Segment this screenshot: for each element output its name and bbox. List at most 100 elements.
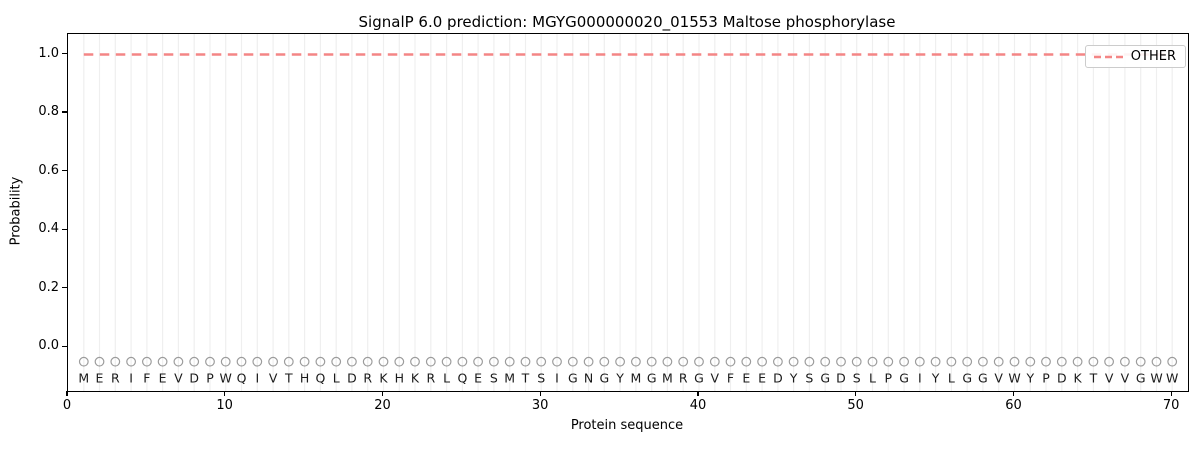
residue-letter: N <box>584 371 593 386</box>
residue-letter: P <box>1042 371 1050 386</box>
residue-marker <box>1072 356 1083 367</box>
residue-marker <box>757 356 767 367</box>
residue-marker <box>141 356 152 367</box>
residue-marker <box>173 356 184 367</box>
residue-marker <box>489 356 499 367</box>
residue-marker <box>836 356 846 367</box>
residue-marker <box>883 356 894 367</box>
y-tick-label: 0.6 <box>38 162 59 178</box>
residue-letter: E <box>96 371 104 386</box>
residue-marker <box>347 356 357 367</box>
residue-letter: S <box>537 371 545 386</box>
x-tick <box>66 391 68 396</box>
x-tick-label: 60 <box>1005 398 1022 413</box>
residue-letter: Y <box>615 371 624 386</box>
residue-marker <box>283 356 294 367</box>
residue-marker <box>1151 356 1162 367</box>
residue-marker <box>331 356 342 367</box>
residue-marker <box>788 356 799 367</box>
residue-letter: R <box>111 371 120 386</box>
residue-letter: G <box>899 371 909 386</box>
legend-other-line-sample <box>1093 55 1124 58</box>
residue-letter: V <box>1121 371 1130 386</box>
residue-letter: R <box>363 371 372 386</box>
chart-title: SignalP 6.0 prediction: MGYG000000020_01… <box>358 13 896 31</box>
residue-letter: E <box>742 371 750 386</box>
residue-marker <box>567 356 578 367</box>
residue-marker <box>441 356 452 367</box>
residue-marker <box>252 356 263 367</box>
residue-marker <box>220 356 231 367</box>
residue-letter: E <box>758 371 766 386</box>
y-tick <box>62 345 67 347</box>
residue-marker <box>457 356 468 367</box>
residue-marker <box>631 356 641 367</box>
residue-marker <box>236 356 247 367</box>
y-tick <box>62 169 67 172</box>
residue-marker <box>599 356 610 367</box>
residue-marker <box>1056 356 1067 367</box>
residue-marker <box>1009 356 1020 367</box>
residue-letter: V <box>269 371 278 386</box>
residue-letter: L <box>948 371 955 386</box>
residue-letter: V <box>1105 371 1114 386</box>
residue-letter: G <box>1136 371 1146 386</box>
residue-letter: F <box>727 371 734 386</box>
residue-letter: V <box>994 371 1003 386</box>
residue-marker <box>930 356 941 367</box>
residue-marker <box>1135 356 1146 367</box>
residue-marker <box>678 356 689 367</box>
residue-marker <box>552 356 562 367</box>
residue-letter: D <box>189 371 199 386</box>
x-tick <box>381 391 384 396</box>
residue-letter: W <box>1166 371 1178 386</box>
x-tick <box>539 391 541 396</box>
residue-letter: I <box>255 371 259 386</box>
residue-marker <box>157 356 168 367</box>
residue-letter: G <box>568 371 578 386</box>
residue-letter: G <box>962 371 972 386</box>
residue-letter: W <box>1008 371 1020 386</box>
residue-marker <box>978 356 988 367</box>
residue-letter: M <box>631 371 642 386</box>
residue-marker <box>993 356 1004 367</box>
y-tick-label: 0.4 <box>38 221 59 237</box>
residue-letter: T <box>1089 371 1098 386</box>
residue-letter: P <box>885 371 893 386</box>
x-tick-label: 40 <box>689 398 707 413</box>
residue-letter: S <box>490 371 498 386</box>
residue-marker <box>725 356 736 367</box>
residue-marker <box>1104 356 1114 367</box>
residue-letter: L <box>333 371 340 386</box>
residue-marker <box>851 356 862 367</box>
residue-letter: G <box>978 371 988 386</box>
residue-letter: V <box>174 371 183 386</box>
residue-letter: I <box>129 371 133 386</box>
residue-marker <box>78 356 89 367</box>
residue-letter: Y <box>931 371 940 386</box>
residue-marker <box>899 356 909 367</box>
x-tick-label: 20 <box>374 398 391 413</box>
residue-letter: F <box>143 371 150 386</box>
x-tick <box>224 391 226 396</box>
residue-marker <box>299 356 310 367</box>
residue-marker <box>110 356 121 367</box>
residue-letter: D <box>347 371 357 386</box>
residue-marker <box>205 356 215 367</box>
residue-marker <box>410 356 420 367</box>
x-tick-label: 70 <box>1162 398 1180 413</box>
residue-marker <box>520 356 531 367</box>
y-tick <box>62 287 67 289</box>
residue-letter: W <box>220 371 232 386</box>
residue-letter: D <box>773 371 783 386</box>
residue-marker <box>362 356 373 367</box>
residue-marker <box>473 356 484 367</box>
residue-marker <box>268 356 279 367</box>
residue-letter: E <box>474 371 482 386</box>
residue-marker <box>583 356 594 367</box>
y-tick-label: 0.8 <box>38 104 59 119</box>
residue-letter: L <box>869 371 876 386</box>
residue-letter: K <box>379 371 388 386</box>
